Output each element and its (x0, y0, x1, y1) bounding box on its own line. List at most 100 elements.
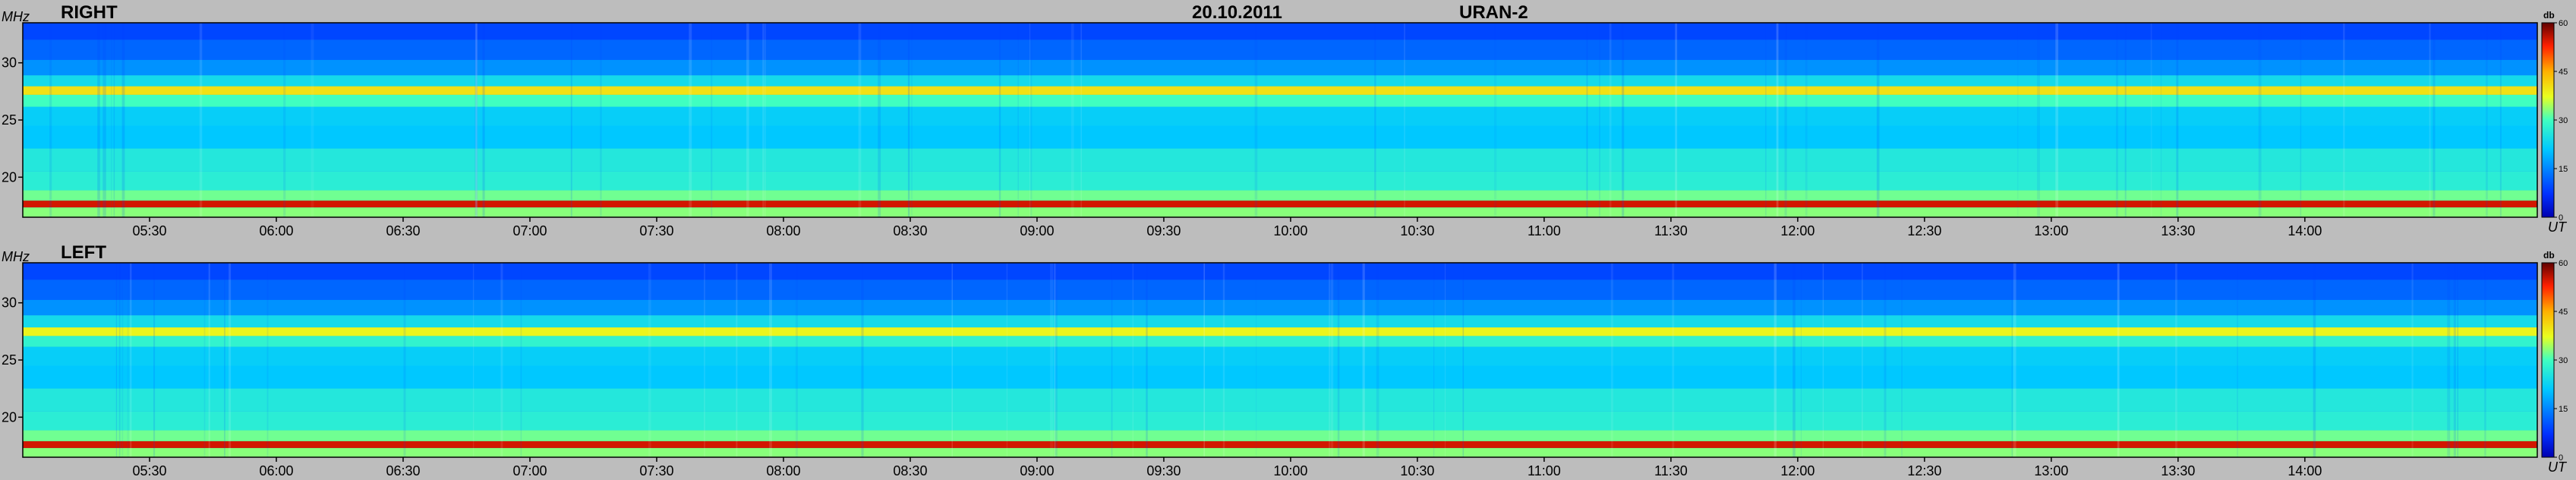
x-tick-label: 09:00 (1020, 223, 1054, 238)
panel-right-colorbar: db 60 45 30 15 0 (2541, 10, 2568, 223)
colorbar-tick-label: 0 (2559, 453, 2563, 463)
interference-streak (2300, 23, 2302, 217)
interference-streak (2117, 263, 2120, 457)
interference-streak (1329, 263, 1330, 457)
panel-right-x-axis: 05:30 06:00 06:30 07:00 07:30 08:00 08:30 09:00… (132, 217, 2322, 238)
x-tick-label: 13:30 (2161, 223, 2195, 238)
frequency-band-19.5-mhz (23, 411, 2537, 431)
interference-streak (2258, 23, 2262, 217)
x-tick-label: 13:00 (2034, 223, 2068, 238)
x-tick-label: 07:30 (639, 223, 673, 238)
frequency-band-28.3-mhz (23, 315, 2537, 328)
interference-streak (1203, 263, 1205, 457)
interference-streak (1586, 23, 1588, 217)
interference-streak (1609, 23, 1612, 217)
interference-streak (113, 23, 115, 217)
interference-streak (1362, 263, 1365, 457)
x-tick-label: 08:00 (766, 223, 800, 238)
interference-streak (1054, 263, 1056, 457)
interference-streak (1784, 23, 1787, 217)
instrument-label: URAN-2 (1459, 2, 1528, 23)
x-tick-label: 12:00 (1780, 223, 1815, 238)
interference-streak (1599, 23, 1600, 217)
x-tick-label: 05:30 (132, 463, 166, 478)
frequency-band-19.5-mhz (23, 171, 2537, 191)
interference-streak (1792, 263, 1796, 457)
interference-streak (2124, 23, 2127, 217)
interference-streak (1055, 263, 1058, 457)
interference-streak (153, 263, 156, 457)
interference-streak (2055, 23, 2059, 217)
panel-right-frequency-bands (23, 23, 2537, 217)
interference-streak (520, 263, 522, 457)
panel-left-x-axis: 05:30 06:00 06:30 07:00 07:30 08:00 08:30 09:00… (132, 457, 2322, 478)
interference-streak (765, 23, 766, 217)
x-tick-label: 14:00 (2288, 223, 2322, 238)
interference-streak (2013, 263, 2016, 457)
x-tick-label: 07:00 (512, 463, 547, 478)
x-tick-label: 05:30 (132, 223, 166, 238)
interference-streak (49, 23, 52, 217)
frequency-band-23.5-mhz (23, 125, 2537, 149)
interference-streak (2237, 263, 2238, 457)
frequency-band-26.8-mhz (23, 94, 2537, 107)
frequency-band-29.5-mhz (23, 299, 2537, 316)
x-tick-label: 07:00 (512, 223, 547, 238)
frequency-band-28.3-mhz (23, 75, 2537, 87)
interference-streak (2433, 23, 2436, 217)
interference-streak (130, 263, 132, 457)
frequency-band-26.8-mhz (23, 336, 2537, 347)
interference-streak (1462, 263, 1465, 457)
x-tick-label: 09:00 (1020, 463, 1054, 478)
colorbar-tick-label: 45 (2559, 308, 2568, 317)
panel-left-colorbar-gradient (2541, 262, 2555, 458)
interference-streak (2313, 263, 2316, 457)
interference-streak (689, 23, 692, 217)
interference-streak (1862, 263, 1863, 457)
panel-right-y-axis: 30 25 20 (2, 55, 23, 185)
interference-streak (1404, 23, 1405, 217)
x-tick-label: 13:30 (2161, 463, 2195, 478)
x-tick-label: 10:00 (1273, 463, 1307, 478)
colorbar-tick-label: 30 (2559, 356, 2568, 365)
interference-streak (115, 263, 118, 457)
interference-streak (1610, 263, 1613, 457)
x-tick-label: 06:30 (386, 463, 420, 478)
panel-left-frequency-bands (23, 263, 2537, 457)
interference-streak (500, 263, 503, 457)
interference-streak (648, 263, 651, 457)
colorbar-tick-label: 15 (2559, 405, 2568, 414)
interference-streak (1337, 263, 1340, 457)
panel-left-heatmap (22, 262, 2538, 458)
interference-streak (283, 23, 286, 217)
x-tick-label: 12:00 (1780, 463, 1815, 478)
x-tick-label: 10:30 (1400, 463, 1434, 478)
interference-streak (1876, 23, 1880, 217)
interference-streak (2017, 23, 2019, 217)
interference-streak (746, 23, 749, 217)
interference-streak (229, 263, 232, 457)
interference-streak (482, 23, 485, 217)
interference-streak (1776, 23, 1779, 217)
interference-streak (2037, 23, 2040, 217)
y-tick-label: 25 (2, 112, 17, 128)
panel-right-y-unit: MHz (2, 9, 30, 24)
interference-streak (1765, 23, 1767, 217)
colorbar-tick-label: 0 (2559, 213, 2563, 223)
panel-right-x-unit: UT (2548, 219, 2568, 235)
interference-streak (475, 23, 478, 217)
interference-streak (1376, 263, 1379, 457)
date-label: 20.10.2011 (1192, 2, 1282, 23)
interference-streak (1111, 263, 1113, 457)
interference-streak (1800, 263, 1802, 457)
x-tick-label: 09:30 (1146, 223, 1181, 238)
frequency-band-17.6-mhz (23, 441, 2537, 448)
frequency-band-25.5-mhz (23, 346, 2537, 366)
x-tick-label: 12:30 (1907, 463, 1941, 478)
panel-right-colorbar-unit: db (2543, 10, 2555, 21)
y-tick-label: 25 (2, 352, 17, 368)
colorbar-tick-label: 15 (2559, 165, 2568, 174)
frequency-band-21.5-mhz (23, 148, 2537, 172)
frequency-band-18.2-mhz (23, 430, 2537, 441)
